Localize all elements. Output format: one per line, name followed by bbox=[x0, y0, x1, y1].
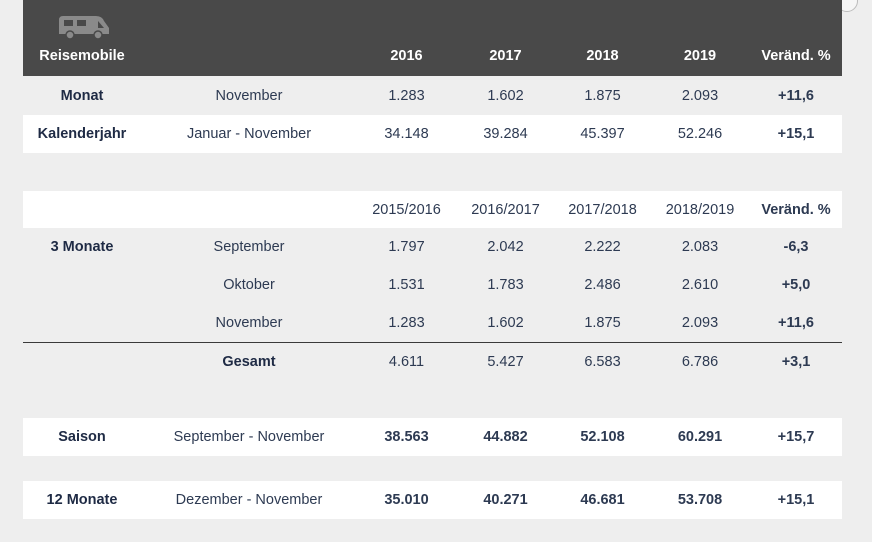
row-label: 3 Monate bbox=[50, 239, 114, 255]
cell-value: 5.427 bbox=[487, 354, 524, 370]
row-period: November bbox=[215, 315, 283, 331]
table-row: Oktober 1.531 1.783 2.486 2.610 +5,0 bbox=[23, 266, 842, 305]
cell-value: 1.531 bbox=[388, 277, 425, 293]
motorhome-icon bbox=[59, 16, 109, 40]
row-label: Kalenderjahr bbox=[37, 126, 127, 142]
cell-value: 53.708 bbox=[677, 492, 723, 508]
cell-value: 40.271 bbox=[483, 492, 528, 508]
col-2016-2017: 2016/2017 bbox=[471, 202, 540, 218]
cell-value: 52.246 bbox=[677, 126, 723, 142]
cell-value: 1.602 bbox=[487, 315, 524, 331]
header-title: Reisemobile bbox=[39, 48, 125, 64]
col-2018-2019: 2018/2019 bbox=[665, 202, 735, 218]
cell-value: 1.283 bbox=[388, 315, 425, 331]
cell-change: +5,0 bbox=[781, 277, 811, 293]
cell-change: +3,1 bbox=[781, 354, 811, 370]
total-label: Gesamt bbox=[222, 354, 276, 370]
col-2017-2018: 2017/2018 bbox=[568, 202, 637, 218]
row-period: September - November bbox=[173, 429, 325, 445]
cell-value: 52.108 bbox=[580, 429, 625, 445]
cell-value: 2.222 bbox=[584, 239, 621, 255]
header-col-2016: 2016 bbox=[390, 48, 423, 64]
table-row: Monat November 1.283 1.602 1.875 2.093 +… bbox=[23, 77, 842, 115]
table-row: November 1.283 1.602 1.875 2.093 +11,6 bbox=[23, 304, 842, 343]
row-label: Saison bbox=[58, 429, 106, 445]
cell-value: 60.291 bbox=[677, 429, 723, 445]
total-row: Gesamt 4.611 5.427 6.583 6.786 +3,1 bbox=[23, 343, 842, 381]
cell-value: 1.875 bbox=[584, 315, 621, 331]
cell-value: 2.083 bbox=[681, 239, 719, 255]
cell-value: 1.283 bbox=[388, 88, 425, 104]
section2-header: 2015/2016 2016/2017 2017/2018 2018/2019 … bbox=[23, 191, 842, 229]
cell-change: +15,1 bbox=[777, 126, 815, 142]
cell-value: 1.797 bbox=[388, 239, 425, 255]
saison-row: Saison September - November 38.563 44.88… bbox=[23, 418, 842, 456]
cell-value: 2.093 bbox=[681, 315, 719, 331]
row-period: Dezember - November bbox=[175, 492, 323, 508]
row-period: Januar - November bbox=[186, 126, 312, 142]
header-col-2018: 2018 bbox=[586, 48, 619, 64]
cell-value: 1.602 bbox=[487, 88, 524, 104]
cell-value: 38.563 bbox=[384, 429, 429, 445]
cell-value: 1.875 bbox=[584, 88, 621, 104]
cell-value: 2.486 bbox=[584, 277, 621, 293]
cell-change: +11,6 bbox=[778, 315, 814, 331]
cell-value: 2.093 bbox=[681, 88, 719, 104]
header-col-change: Veränd. % bbox=[761, 48, 831, 64]
cell-value: 6.786 bbox=[681, 354, 719, 370]
cell-change: -6,3 bbox=[783, 239, 809, 255]
cell-change: +15,7 bbox=[777, 429, 815, 445]
cell-value: 45.397 bbox=[580, 126, 625, 142]
cell-change: +11,6 bbox=[778, 88, 814, 104]
cell-change: +15,1 bbox=[777, 492, 815, 508]
cell-value: 46.681 bbox=[580, 492, 625, 508]
header-col-2019: 2019 bbox=[683, 48, 717, 64]
cell-value: 35.010 bbox=[384, 492, 429, 508]
row-period: September bbox=[213, 239, 285, 255]
cell-value: 4.611 bbox=[388, 354, 425, 370]
row-label: 12 Monate bbox=[46, 492, 118, 508]
col-change: Veränd. % bbox=[761, 202, 831, 218]
cell-value: 44.882 bbox=[483, 429, 528, 445]
cell-value: 2.610 bbox=[681, 277, 719, 293]
col-2015-2016: 2015/2016 bbox=[372, 202, 441, 218]
header-col-2017: 2017 bbox=[489, 48, 522, 64]
cell-value: 6.583 bbox=[584, 354, 621, 370]
row-period: Oktober bbox=[223, 277, 275, 293]
table-row: Kalenderjahr Januar - November 34.148 39… bbox=[23, 115, 842, 153]
cell-value: 39.284 bbox=[483, 126, 528, 142]
row-label: Monat bbox=[60, 88, 104, 104]
cell-value: 2.042 bbox=[487, 239, 524, 255]
zwoelf-monate-row: 12 Monate Dezember - November 35.010 40.… bbox=[23, 481, 842, 519]
table-row: 3 Monate September 1.797 2.042 2.222 2.0… bbox=[23, 228, 842, 267]
cell-value: 34.148 bbox=[384, 126, 429, 142]
cell-value: 1.783 bbox=[487, 277, 524, 293]
table-header: Reisemobile 2016 2017 2018 2019 Veränd. … bbox=[23, 0, 842, 76]
row-period: November bbox=[215, 88, 283, 104]
